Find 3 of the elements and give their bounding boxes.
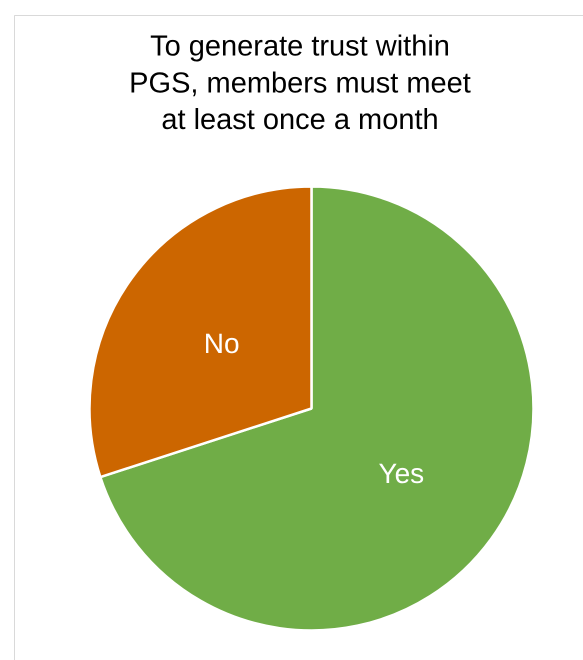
slice-label: No bbox=[204, 328, 240, 359]
slice-label: Yes bbox=[378, 458, 424, 490]
chart-title: To generate trust within PGS, members must meet at least once a month bbox=[129, 30, 471, 136]
